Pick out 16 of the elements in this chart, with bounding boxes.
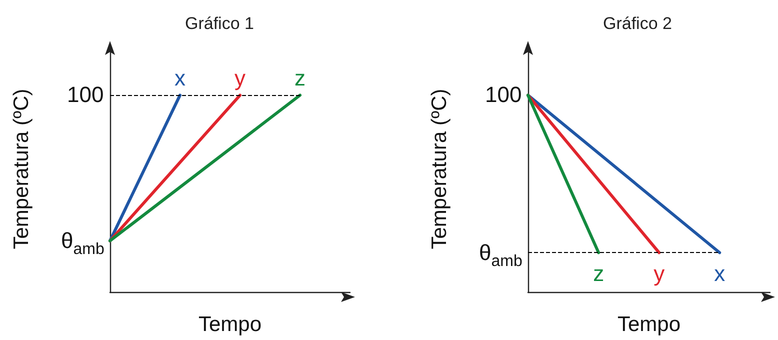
chart-title: Gráfico 2 — [603, 14, 672, 33]
text: 100 — [485, 82, 522, 108]
series-label: z — [294, 66, 306, 91]
x-axis-title: Tempo — [617, 313, 681, 336]
text: 100 — [67, 82, 104, 108]
series-label: y — [654, 261, 665, 286]
text: θ$_{amb}$ — [479, 240, 522, 270]
series-label: x — [174, 66, 186, 91]
series-label: z — [593, 261, 604, 286]
series-label: y — [234, 66, 246, 91]
text: θ$_{amb}$ — [61, 228, 104, 258]
series-label: x — [714, 261, 726, 286]
chart-title: Gráfico 1 — [185, 14, 254, 33]
y-axis-title: Temperatura (ºC) — [428, 88, 451, 250]
y-axis-title: Temperatura (ºC) — [10, 88, 33, 250]
x-axis-title: Tempo — [198, 313, 262, 336]
